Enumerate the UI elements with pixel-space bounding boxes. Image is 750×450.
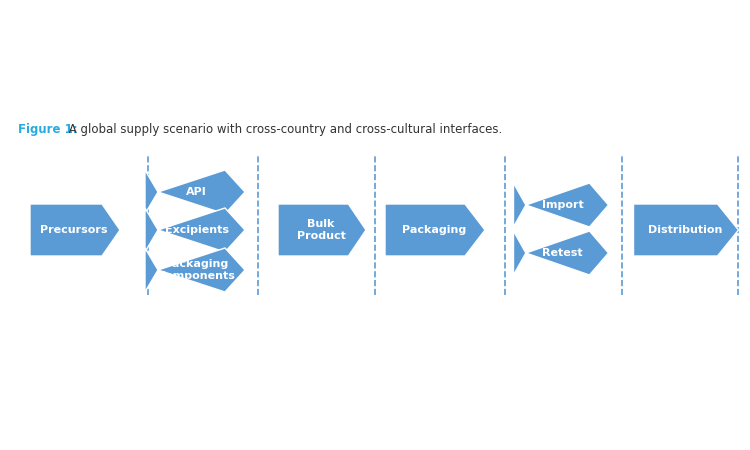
Text: Precursors: Precursors xyxy=(40,225,108,235)
Polygon shape xyxy=(634,204,739,256)
Text: Bulk
Product: Bulk Product xyxy=(297,219,346,241)
Polygon shape xyxy=(514,231,608,275)
Text: Retest: Retest xyxy=(542,248,583,258)
Text: Figure 1:: Figure 1: xyxy=(18,123,78,136)
Text: Packaging: Packaging xyxy=(402,225,466,235)
Text: Distribution: Distribution xyxy=(648,225,722,235)
Polygon shape xyxy=(278,204,366,256)
Text: Import: Import xyxy=(542,200,584,210)
Text: API: API xyxy=(186,187,207,197)
Polygon shape xyxy=(145,248,245,292)
Text: Packaging
Components: Packaging Components xyxy=(158,259,236,281)
Polygon shape xyxy=(385,204,485,256)
Text: A global supply scenario with cross-country and cross-cultural interfaces.: A global supply scenario with cross-coun… xyxy=(65,123,503,136)
Polygon shape xyxy=(145,208,245,252)
Polygon shape xyxy=(30,204,120,256)
Polygon shape xyxy=(145,170,245,214)
Polygon shape xyxy=(514,183,608,227)
Text: Excipients: Excipients xyxy=(164,225,229,235)
